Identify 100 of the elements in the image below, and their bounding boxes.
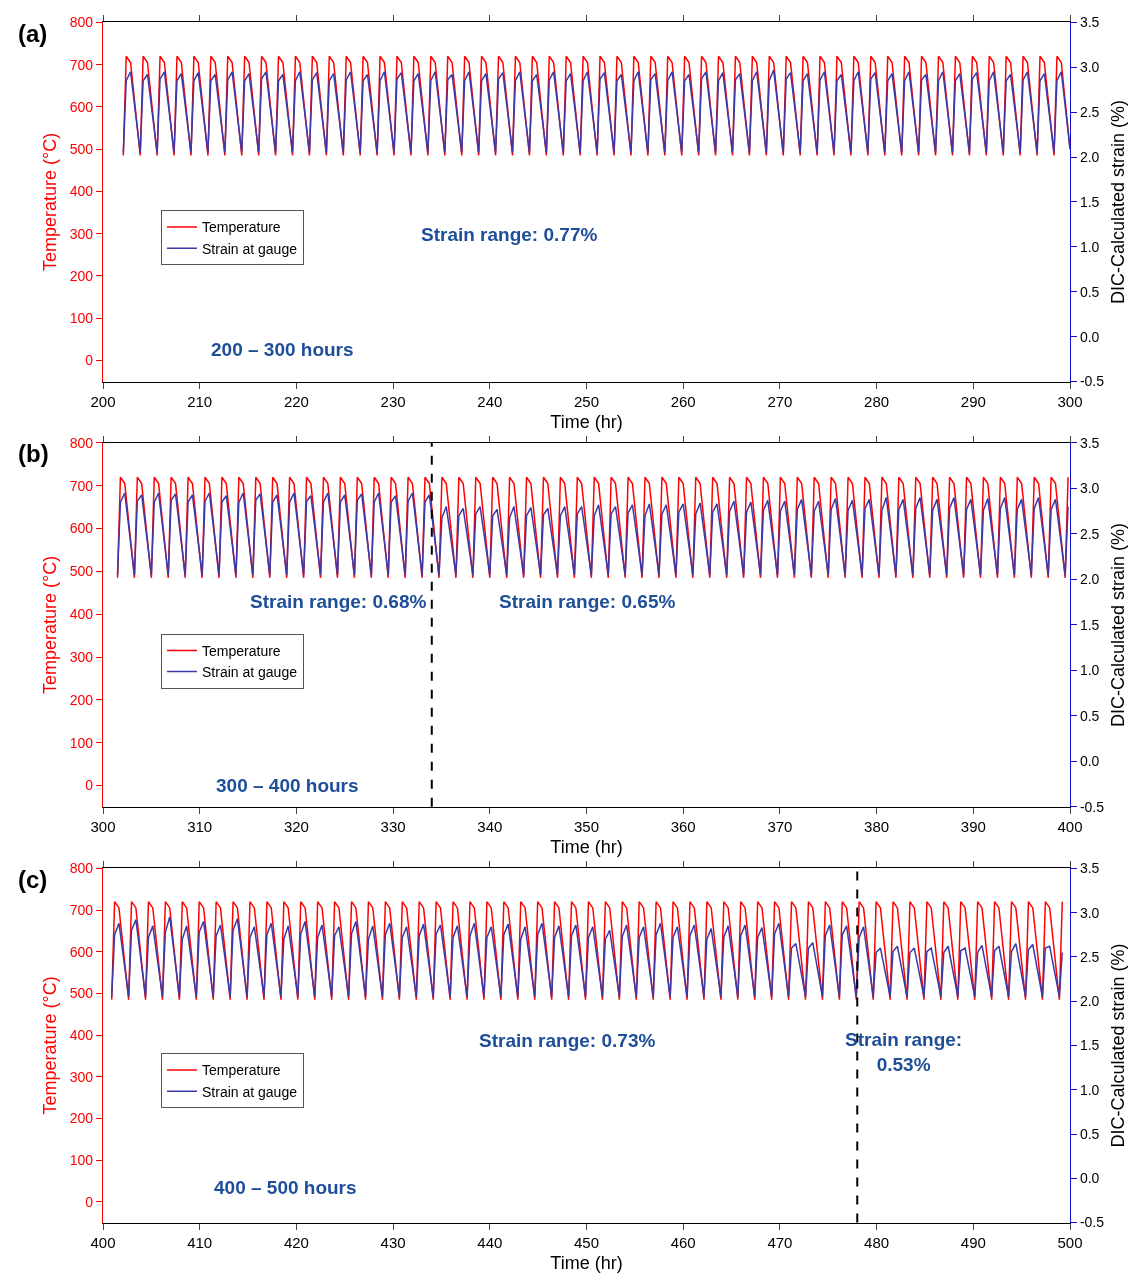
y2-tick-label: 1.0 (1079, 1081, 1100, 1098)
y-tick-label: 500 (69, 141, 94, 158)
y-tick-label: 400 (69, 183, 94, 200)
x-tick-label: 240 (477, 392, 503, 410)
annotation: 400 – 500 hours (214, 1177, 357, 1198)
x-tick-label: 420 (283, 1233, 309, 1251)
line-series (110, 916, 1064, 998)
legend-label: Temperature (202, 642, 281, 659)
x-tick-label: 380 (864, 817, 890, 835)
x-tick-label: 220 (283, 392, 309, 410)
annotation: Strain range: 0.73% (479, 1030, 656, 1051)
y2-tick-label: 1.5 (1079, 616, 1100, 633)
y-tick-label: 500 (69, 563, 94, 580)
y-tick-label: 400 (69, 1026, 94, 1043)
y-axis-title: Temperature (°C) (39, 976, 60, 1115)
legend-label: Strain at gauge (202, 664, 298, 681)
x-tick-label: 250 (573, 392, 600, 410)
x-tick-label: 290 (960, 392, 986, 410)
line-series (122, 69, 1070, 154)
y-tick-label: 200 (69, 691, 94, 708)
x-tick-label: 470 (767, 1233, 793, 1251)
y2-axis-title: DIC-Calculated strain (%) (1108, 522, 1129, 727)
y2-tick-label: 1.0 (1079, 238, 1100, 255)
y2-tick-label: 2.5 (1079, 525, 1100, 542)
x-tick-label: 360 (670, 817, 696, 835)
y2-tick-label: -0.5 (1079, 373, 1105, 390)
x-tick-label: 480 (864, 1233, 890, 1251)
x-tick-label: 410 (187, 1233, 213, 1251)
y-tick-label: 700 (69, 901, 94, 918)
y2-tick-label: 3.0 (1079, 904, 1100, 921)
annotation: Strain range: 0.65% (499, 591, 676, 612)
y2-tick-label: 1.5 (1079, 1037, 1100, 1054)
x-tick-label: 270 (767, 392, 793, 410)
y2-tick-label: 0.5 (1079, 1125, 1100, 1142)
x-tick-label: 390 (960, 817, 986, 835)
y-tick-label: 800 (69, 434, 94, 451)
legend-label: Temperature (202, 1062, 281, 1079)
x-tick-label: 430 (380, 1233, 406, 1251)
x-tick-label: 300 (1057, 392, 1083, 410)
x-tick-label: 370 (767, 817, 793, 835)
y2-axis-title: DIC-Calculated strain (%) (1108, 99, 1129, 304)
y2-tick-label: 2.0 (1079, 148, 1100, 165)
x-tick-label: 230 (380, 392, 406, 410)
y-tick-label: 0 (85, 1193, 94, 1210)
y-tick-label: 300 (69, 225, 94, 242)
y2-tick-label: 1.0 (1079, 662, 1100, 679)
y-tick-label: 200 (69, 267, 94, 284)
x-tick-label: 500 (1057, 1233, 1083, 1251)
x-axis-title: Time (hr) (550, 837, 623, 858)
y-tick-label: 400 (69, 606, 94, 623)
y2-tick-label: 0.0 (1079, 753, 1100, 770)
y-tick-label: 700 (69, 477, 94, 494)
chart-title: (a) (18, 20, 48, 47)
y-tick-label: 800 (69, 860, 94, 877)
y-tick-label: 300 (69, 648, 94, 665)
y2-tick-label: 3.0 (1079, 480, 1100, 497)
x-tick-label: 310 (187, 817, 213, 835)
y-tick-label: 200 (69, 1110, 94, 1127)
annotation: 200 – 300 hours (211, 339, 354, 360)
legend-label: Strain at gauge (202, 240, 298, 257)
y-tick-label: 600 (69, 98, 94, 115)
x-tick-label: 340 (477, 817, 503, 835)
y2-tick-label: 0.0 (1079, 1170, 1100, 1187)
y-tick-label: 100 (69, 734, 94, 751)
y2-tick-label: -0.5 (1079, 1214, 1105, 1231)
y-tick-label: 300 (69, 1068, 94, 1085)
x-axis-title: Time (hr) (550, 411, 623, 432)
y-tick-label: 800 (69, 14, 94, 31)
y-tick-label: 0 (85, 352, 94, 369)
chart-title: (b) (18, 440, 49, 467)
y-tick-label: 600 (69, 520, 94, 537)
y2-tick-label: -0.5 (1079, 798, 1105, 815)
y-tick-label: 600 (69, 943, 94, 960)
y2-tick-label: 2.5 (1079, 948, 1100, 965)
y2-tick-label: 2.0 (1079, 993, 1100, 1010)
annotation: Strain range: 0.68% (250, 591, 427, 612)
y-axis-title: Temperature (°C) (39, 132, 60, 272)
y2-tick-label: 3.5 (1079, 434, 1100, 451)
y2-tick-label: 0.0 (1079, 328, 1100, 345)
y2-tick-label: 3.5 (1079, 860, 1100, 877)
x-tick-label: 280 (864, 392, 890, 410)
legend-label: Strain at gauge (202, 1083, 298, 1100)
x-tick-label: 320 (283, 817, 309, 835)
x-tick-label: 350 (573, 817, 600, 835)
x-tick-label: 450 (573, 1233, 600, 1251)
x-tick-label: 490 (960, 1233, 986, 1251)
y-axis-title: Temperature (°C) (39, 555, 60, 695)
y-tick-label: 0 (85, 777, 94, 794)
y2-tick-label: 2.0 (1079, 571, 1100, 588)
legend-label: Temperature (202, 219, 281, 236)
x-tick-label: 400 (1057, 817, 1083, 835)
y-tick-label: 500 (69, 985, 94, 1002)
annotation: 300 – 400 hours (216, 775, 359, 796)
line-series (116, 492, 1069, 576)
y2-axis-title: DIC-Calculated strain (%) (1108, 943, 1129, 1148)
annotation: Strain range: 0.53% (845, 1029, 963, 1075)
y-tick-label: 100 (69, 1151, 94, 1168)
x-tick-label: 440 (477, 1233, 503, 1251)
x-tick-label: 330 (380, 817, 406, 835)
y2-tick-label: 0.5 (1079, 707, 1100, 724)
